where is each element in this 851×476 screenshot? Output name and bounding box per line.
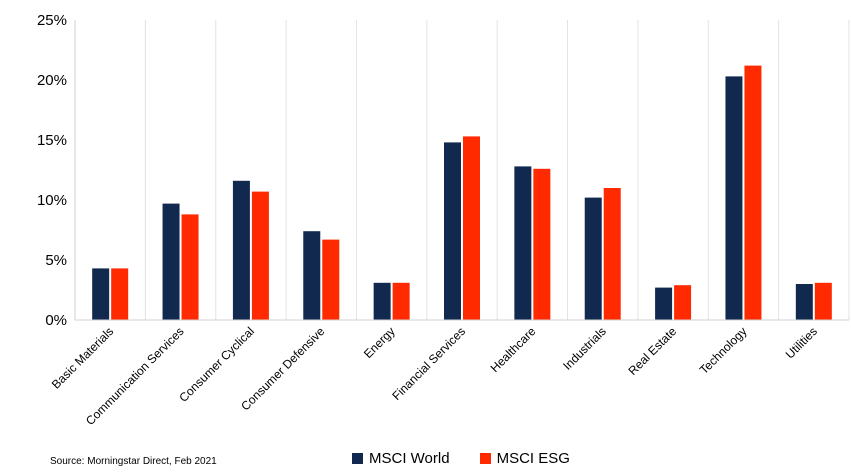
legend-item-msci-esg: MSCI ESG [479, 450, 570, 467]
legend-swatch-msci-esg [479, 453, 491, 464]
bar-msci-world-real-estate [655, 287, 673, 320]
bars-group [92, 65, 832, 321]
bar-msci-world-communication-services [162, 203, 180, 320]
x-tick-label: Energy [361, 324, 398, 361]
category-gridlines [144, 20, 850, 320]
x-tick-label: Real Estate [625, 324, 679, 378]
source-note: Source: Morningstar Direct, Feb 2021 [50, 456, 217, 467]
bar-msci-esg-real-estate [674, 285, 692, 320]
x-tick-label: Industrials [560, 324, 609, 373]
x-tick-label: Financial Services [389, 324, 468, 403]
y-tick-label: 20% [37, 72, 67, 89]
legend-swatch-msci-world [352, 453, 363, 464]
legend-label-msci-esg: MSCI ESG [496, 450, 570, 467]
bar-msci-esg-consumer-cyclical [251, 191, 269, 320]
y-tick-label: 15% [37, 132, 67, 149]
bar-msci-esg-industrials [603, 188, 621, 320]
bar-msci-world-consumer-defensive [303, 231, 321, 320]
bar-msci-world-energy [373, 282, 391, 320]
bar-msci-esg-consumer-defensive [322, 239, 340, 320]
bar-msci-esg-utilities [814, 282, 832, 320]
y-tick-label: 25% [37, 12, 67, 29]
legend-label-msci-world: MSCI World [369, 450, 450, 467]
bar-msci-world-industrials [584, 197, 602, 320]
x-tick-label: Consumer Cyclical [176, 324, 257, 405]
bar-msci-world-financial-services [444, 142, 461, 320]
bar-msci-esg-healthcare [533, 168, 551, 320]
y-tick-label: 5% [45, 252, 67, 269]
x-tick-label: Utilities [783, 324, 820, 361]
bar-msci-world-healthcare [514, 166, 532, 320]
bar-msci-esg-energy [392, 282, 410, 320]
bar-msci-world-consumer-cyclical [232, 180, 250, 320]
x-tick-label: Technology [697, 324, 750, 377]
bar-msci-world-utilities [795, 284, 813, 320]
legend: MSCI World MSCI ESG [352, 450, 570, 467]
bar-msci-esg-financial-services [463, 136, 480, 320]
bar-msci-esg-technology [744, 65, 762, 320]
bar-msci-esg-communication-services [181, 214, 199, 320]
y-axis: 0% 5% 10% 15% 20% 25% [37, 12, 76, 329]
y-tick-label: 0% [45, 312, 67, 329]
bar-msci-world-technology [725, 76, 743, 321]
x-tick-label: Basic Materials [49, 324, 116, 391]
bar-msci-esg-basic-materials [111, 268, 129, 320]
y-tick-label: 10% [37, 192, 67, 209]
x-tick-label: Healthcare [488, 324, 539, 375]
bar-msci-world-basic-materials [92, 268, 110, 320]
legend-item-msci-world: MSCI World [352, 450, 450, 467]
